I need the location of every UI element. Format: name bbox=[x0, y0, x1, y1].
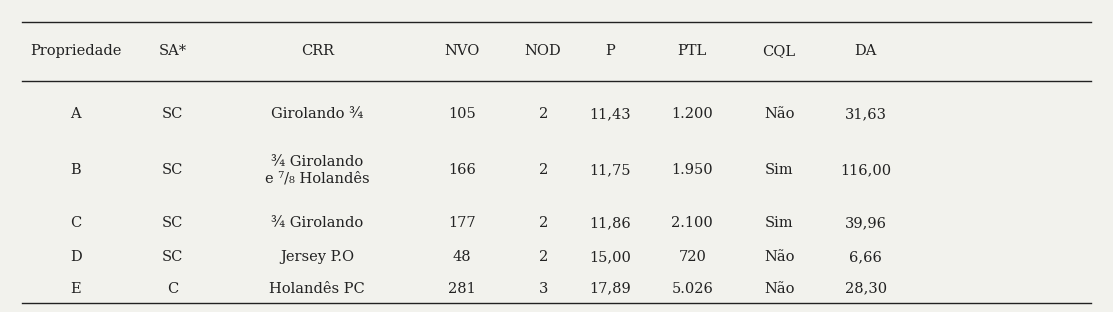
Text: 28,30: 28,30 bbox=[845, 282, 887, 295]
Text: 3: 3 bbox=[539, 282, 548, 295]
Text: DA: DA bbox=[855, 45, 877, 58]
Text: SC: SC bbox=[161, 216, 184, 230]
Text: P: P bbox=[605, 45, 614, 58]
Text: 105: 105 bbox=[449, 107, 475, 121]
Text: 1.200: 1.200 bbox=[671, 107, 713, 121]
Text: CRR: CRR bbox=[301, 45, 334, 58]
Text: NVO: NVO bbox=[444, 45, 480, 58]
Text: C: C bbox=[167, 282, 178, 295]
Text: C: C bbox=[70, 216, 81, 230]
Text: 2: 2 bbox=[539, 107, 548, 121]
Text: PTL: PTL bbox=[678, 45, 707, 58]
Text: Não: Não bbox=[764, 282, 795, 295]
Text: Propriedade: Propriedade bbox=[30, 45, 121, 58]
Text: Sim: Sim bbox=[765, 163, 794, 177]
Text: Jersey P.O: Jersey P.O bbox=[280, 251, 354, 264]
Text: Girolando ¾: Girolando ¾ bbox=[272, 107, 363, 121]
Text: 166: 166 bbox=[447, 163, 476, 177]
Text: 2.100: 2.100 bbox=[671, 216, 713, 230]
Text: 2: 2 bbox=[539, 216, 548, 230]
Text: E: E bbox=[70, 282, 81, 295]
Text: 281: 281 bbox=[449, 282, 475, 295]
Text: 1.950: 1.950 bbox=[671, 163, 713, 177]
Text: ¾ Girolando: ¾ Girolando bbox=[272, 216, 363, 230]
Text: 39,96: 39,96 bbox=[845, 216, 887, 230]
Text: 11,75: 11,75 bbox=[589, 163, 631, 177]
Text: SA*: SA* bbox=[158, 45, 187, 58]
Text: 2: 2 bbox=[539, 163, 548, 177]
Text: D: D bbox=[70, 251, 81, 264]
Text: ¾ Girolando
e ⁷/₈ Holandês: ¾ Girolando e ⁷/₈ Holandês bbox=[265, 155, 370, 185]
Text: 6,66: 6,66 bbox=[849, 251, 883, 264]
Text: 116,00: 116,00 bbox=[840, 163, 892, 177]
Text: 17,89: 17,89 bbox=[589, 282, 631, 295]
Text: CQL: CQL bbox=[762, 45, 796, 58]
Text: SC: SC bbox=[161, 251, 184, 264]
Text: 177: 177 bbox=[449, 216, 475, 230]
Text: 5.026: 5.026 bbox=[671, 282, 713, 295]
Text: A: A bbox=[70, 107, 81, 121]
Text: 720: 720 bbox=[678, 251, 707, 264]
Text: Sim: Sim bbox=[765, 216, 794, 230]
Text: Não: Não bbox=[764, 251, 795, 264]
Text: 15,00: 15,00 bbox=[589, 251, 631, 264]
Text: Holandês PC: Holandês PC bbox=[269, 282, 365, 295]
Text: SC: SC bbox=[161, 163, 184, 177]
Text: NOD: NOD bbox=[524, 45, 562, 58]
Text: SC: SC bbox=[161, 107, 184, 121]
Text: Não: Não bbox=[764, 107, 795, 121]
Text: 48: 48 bbox=[453, 251, 471, 264]
Text: 11,43: 11,43 bbox=[589, 107, 631, 121]
Text: 2: 2 bbox=[539, 251, 548, 264]
Text: 31,63: 31,63 bbox=[845, 107, 887, 121]
Text: 11,86: 11,86 bbox=[589, 216, 631, 230]
Text: B: B bbox=[70, 163, 81, 177]
